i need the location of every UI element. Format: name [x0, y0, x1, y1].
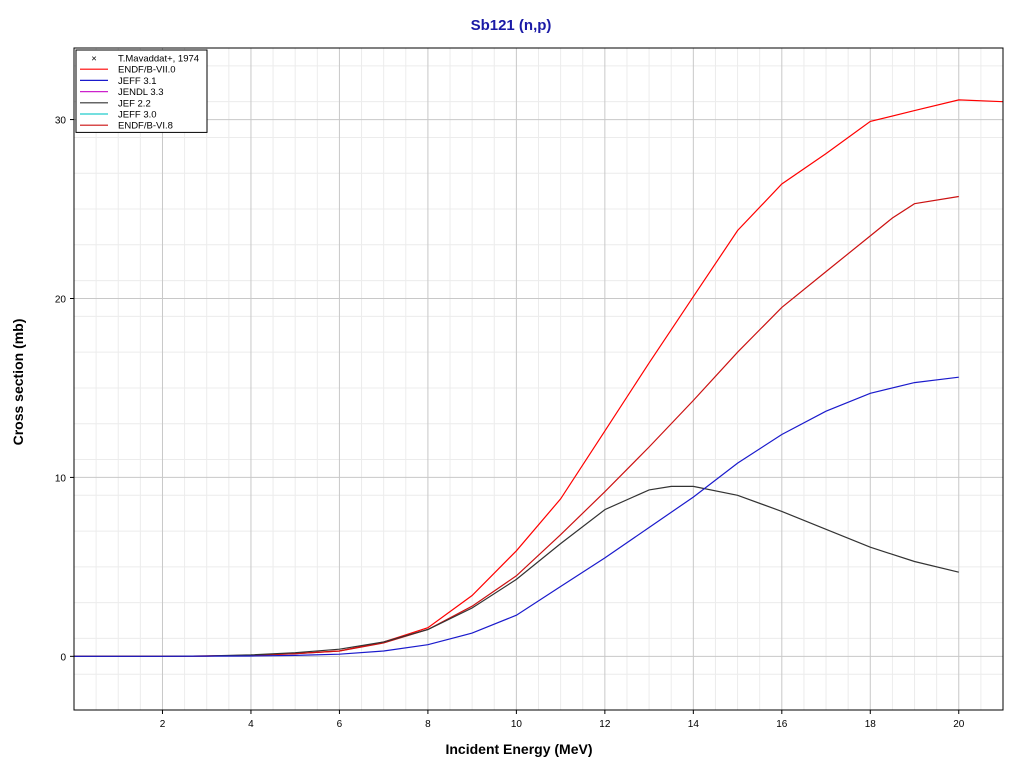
- x-tick-label: 2: [160, 719, 166, 730]
- legend-entry-label: ENDF/B-VII.0: [118, 65, 176, 76]
- y-tick-label: 0: [60, 652, 66, 663]
- legend-marker-x: ×: [91, 54, 97, 65]
- chart-title: Sb121 (n,p): [471, 17, 552, 34]
- legend-entry-label: T.Mavaddat+, 1974: [118, 54, 199, 65]
- series-layer: [74, 99, 1004, 657]
- y-axis-label: Cross section (mb): [10, 319, 26, 446]
- x-tick-label: 8: [425, 719, 431, 730]
- x-tick-label: 12: [599, 719, 611, 730]
- series-line-endf-b-vi-8: [74, 195, 959, 657]
- y-tick-label: 30: [55, 116, 67, 127]
- grid-layer: [74, 48, 1004, 711]
- x-tick-label: 16: [776, 719, 788, 730]
- legend-entry-label: JEF 2.2: [118, 98, 151, 109]
- legend-entry-label: JEFF 3.0: [118, 110, 157, 121]
- series-line-jef-2-2: [74, 485, 959, 657]
- legend-entry-label: ENDF/B-VI.8: [118, 121, 173, 132]
- y-tick-label: 10: [55, 473, 67, 484]
- x-tick-label: 10: [511, 719, 523, 730]
- x-tick-label: 18: [865, 719, 877, 730]
- y-tick-label: 20: [55, 294, 67, 305]
- legend-entry-label: JENDL 3.3: [118, 87, 164, 98]
- x-tick-label: 20: [953, 719, 965, 730]
- x-tick-label: 6: [337, 719, 343, 730]
- legend-entry-label: JEFF 3.1: [118, 76, 157, 87]
- tick-layer: 2 4 6 8 10 12 14 16 18 20 0 10 20 30: [55, 116, 965, 730]
- x-axis-label: Incident Energy (MeV): [445, 741, 592, 757]
- series-line-jeff-3-1: [74, 376, 959, 657]
- x-tick-label: 4: [248, 719, 254, 730]
- plot-frame: [73, 47, 1004, 711]
- x-tick-label: 14: [688, 719, 700, 730]
